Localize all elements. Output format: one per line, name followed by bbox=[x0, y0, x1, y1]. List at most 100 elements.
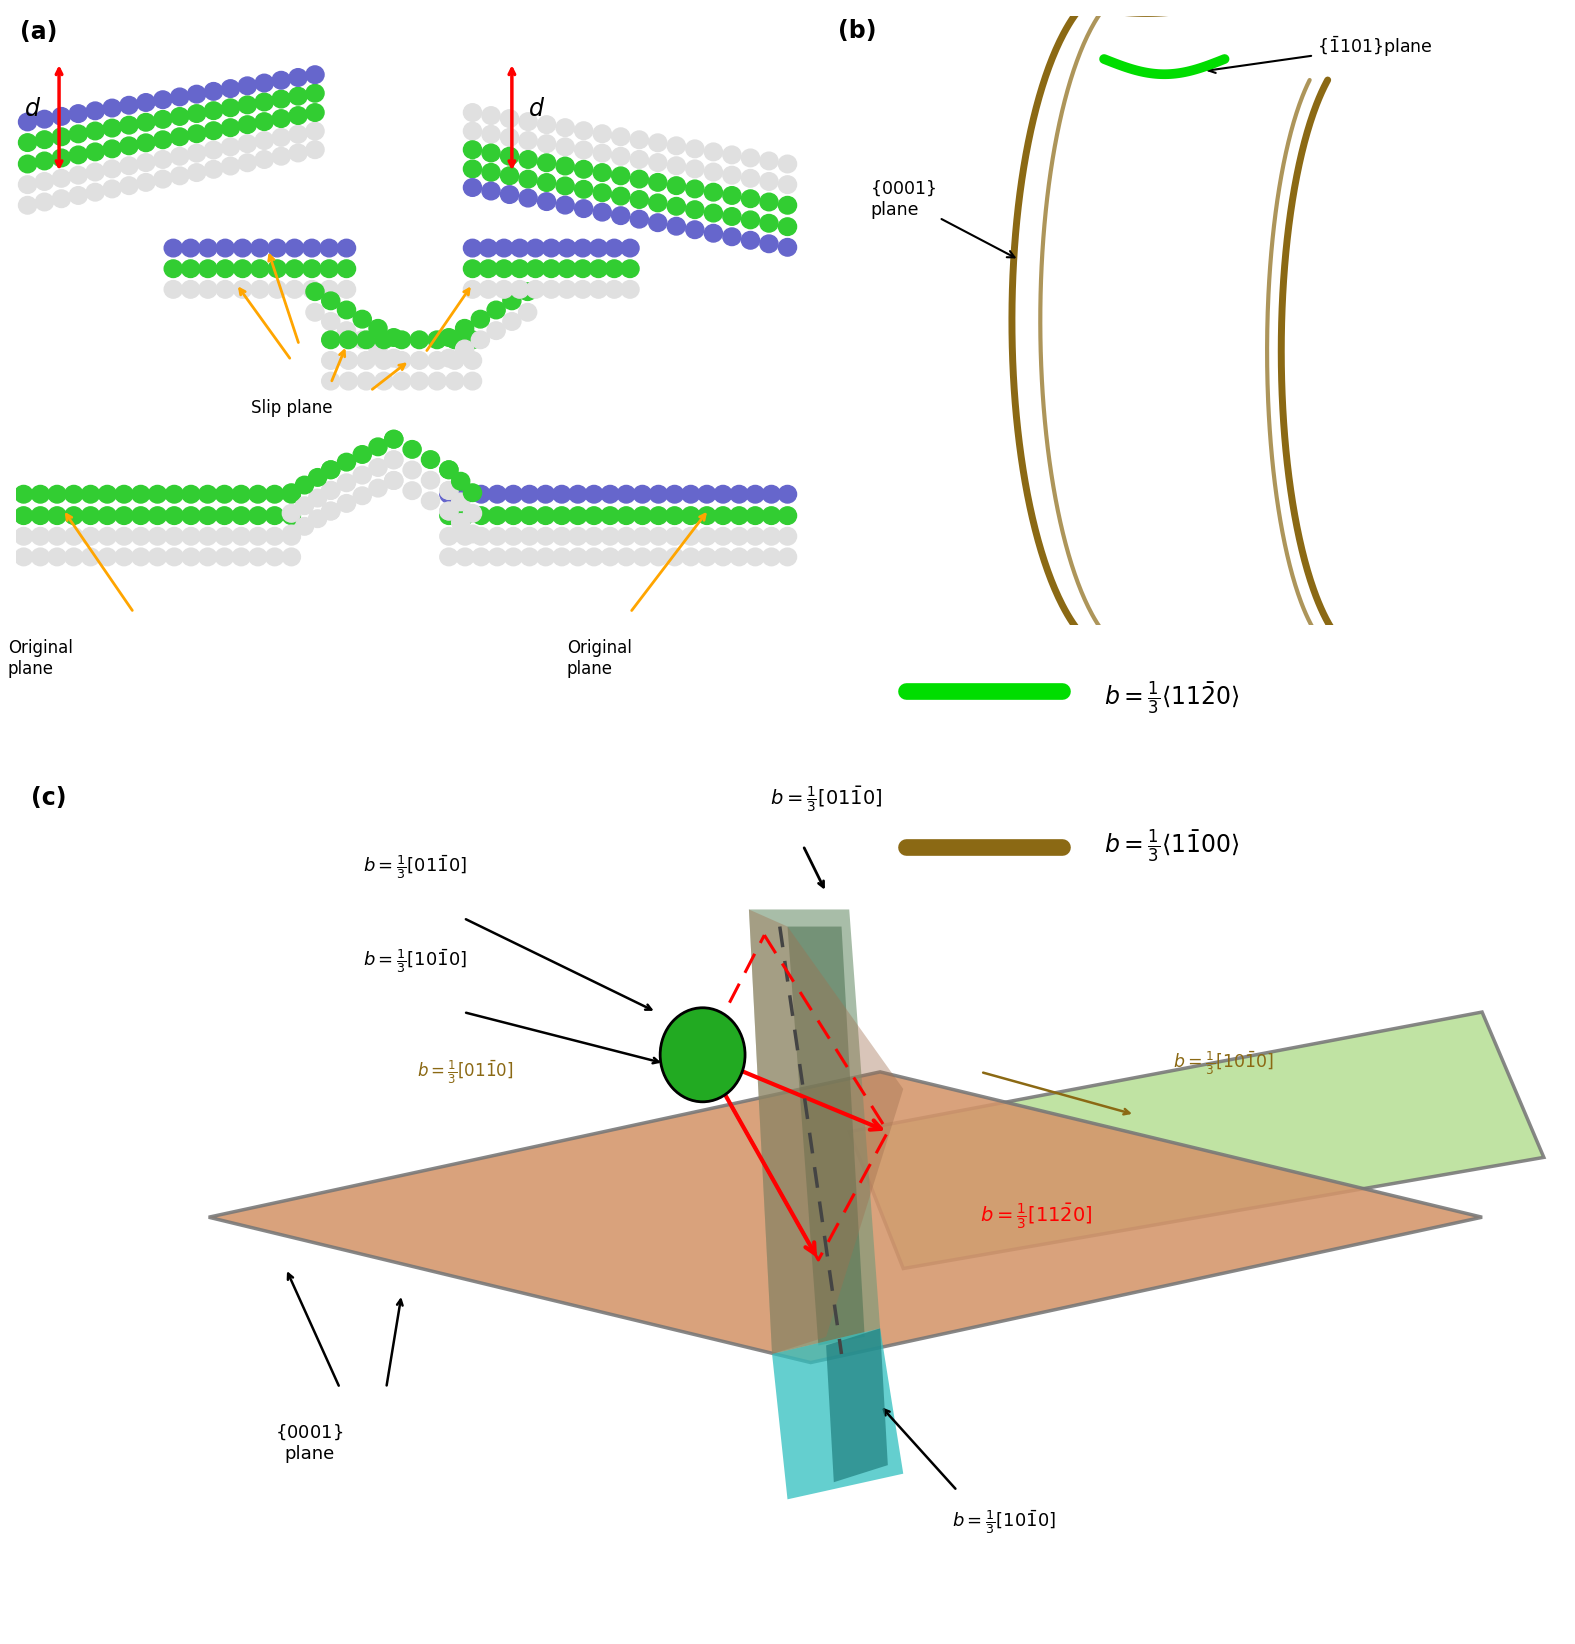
Text: Original
plane: Original plane bbox=[8, 640, 72, 679]
Circle shape bbox=[266, 547, 284, 566]
Circle shape bbox=[778, 528, 797, 546]
Circle shape bbox=[222, 81, 239, 97]
Circle shape bbox=[302, 240, 321, 256]
Circle shape bbox=[306, 304, 324, 321]
Circle shape bbox=[337, 473, 356, 492]
Circle shape bbox=[759, 173, 778, 191]
Circle shape bbox=[778, 238, 797, 256]
Circle shape bbox=[255, 151, 274, 168]
Circle shape bbox=[556, 138, 575, 156]
Circle shape bbox=[611, 207, 630, 225]
Circle shape bbox=[216, 485, 233, 503]
Circle shape bbox=[35, 110, 54, 128]
Circle shape bbox=[713, 547, 732, 566]
Circle shape bbox=[232, 528, 250, 546]
Circle shape bbox=[602, 547, 619, 566]
Circle shape bbox=[472, 506, 490, 524]
Circle shape bbox=[482, 182, 501, 201]
Circle shape bbox=[573, 240, 592, 256]
Circle shape bbox=[410, 352, 428, 370]
Circle shape bbox=[422, 450, 439, 469]
Circle shape bbox=[698, 485, 717, 503]
Circle shape bbox=[747, 528, 764, 546]
Circle shape bbox=[452, 493, 469, 511]
Circle shape bbox=[649, 155, 666, 171]
Circle shape bbox=[472, 528, 490, 546]
Circle shape bbox=[605, 260, 624, 278]
Circle shape bbox=[463, 330, 482, 349]
Circle shape bbox=[296, 518, 313, 536]
Circle shape bbox=[556, 158, 575, 174]
Circle shape bbox=[649, 174, 666, 191]
Circle shape bbox=[439, 350, 458, 367]
Circle shape bbox=[384, 450, 403, 469]
Circle shape bbox=[87, 163, 104, 181]
Circle shape bbox=[495, 240, 513, 256]
Circle shape bbox=[249, 485, 266, 503]
Circle shape bbox=[238, 95, 257, 113]
Circle shape bbox=[537, 192, 556, 210]
Circle shape bbox=[556, 196, 575, 214]
Circle shape bbox=[120, 97, 139, 113]
Circle shape bbox=[584, 506, 603, 524]
Circle shape bbox=[302, 260, 321, 278]
Circle shape bbox=[520, 113, 537, 130]
Circle shape bbox=[340, 372, 358, 390]
Circle shape bbox=[589, 281, 608, 298]
Circle shape bbox=[35, 153, 54, 169]
Circle shape bbox=[778, 155, 797, 173]
Circle shape bbox=[35, 194, 54, 210]
Circle shape bbox=[403, 482, 421, 500]
Circle shape bbox=[120, 136, 139, 155]
Circle shape bbox=[463, 352, 482, 370]
Text: Original
plane: Original plane bbox=[567, 640, 632, 679]
Circle shape bbox=[575, 122, 592, 140]
Circle shape bbox=[250, 281, 269, 298]
Circle shape bbox=[633, 506, 652, 524]
Circle shape bbox=[120, 178, 139, 194]
Circle shape bbox=[501, 128, 518, 146]
Circle shape bbox=[602, 485, 619, 503]
Circle shape bbox=[232, 506, 250, 524]
Circle shape bbox=[428, 330, 446, 349]
Circle shape bbox=[723, 207, 740, 225]
Circle shape bbox=[605, 281, 624, 298]
Circle shape bbox=[164, 260, 183, 278]
Circle shape bbox=[32, 506, 49, 524]
Circle shape bbox=[611, 128, 630, 146]
Text: $d$: $d$ bbox=[528, 97, 545, 120]
Circle shape bbox=[321, 293, 340, 309]
Circle shape bbox=[501, 110, 518, 127]
Circle shape bbox=[266, 528, 284, 546]
Circle shape bbox=[455, 506, 474, 524]
Circle shape bbox=[630, 171, 649, 187]
Circle shape bbox=[69, 105, 87, 122]
Circle shape bbox=[65, 485, 83, 503]
Circle shape bbox=[495, 281, 513, 298]
Circle shape bbox=[32, 547, 49, 566]
Circle shape bbox=[439, 485, 458, 503]
Circle shape bbox=[649, 547, 668, 566]
Circle shape bbox=[553, 506, 570, 524]
Circle shape bbox=[165, 528, 183, 546]
Circle shape bbox=[537, 547, 554, 566]
Circle shape bbox=[238, 135, 257, 153]
Circle shape bbox=[685, 159, 704, 178]
Circle shape bbox=[463, 141, 482, 158]
Circle shape bbox=[633, 485, 652, 503]
Circle shape bbox=[14, 547, 33, 566]
Circle shape bbox=[520, 547, 539, 566]
Circle shape bbox=[569, 547, 587, 566]
Circle shape bbox=[337, 240, 356, 256]
Circle shape bbox=[19, 133, 36, 151]
Circle shape bbox=[198, 281, 217, 298]
Circle shape bbox=[87, 122, 104, 140]
Circle shape bbox=[384, 329, 403, 347]
Circle shape bbox=[187, 105, 206, 122]
Circle shape bbox=[731, 547, 748, 566]
Circle shape bbox=[272, 110, 290, 127]
Circle shape bbox=[233, 240, 252, 256]
Circle shape bbox=[165, 506, 183, 524]
Circle shape bbox=[87, 143, 104, 161]
Circle shape bbox=[255, 132, 274, 150]
